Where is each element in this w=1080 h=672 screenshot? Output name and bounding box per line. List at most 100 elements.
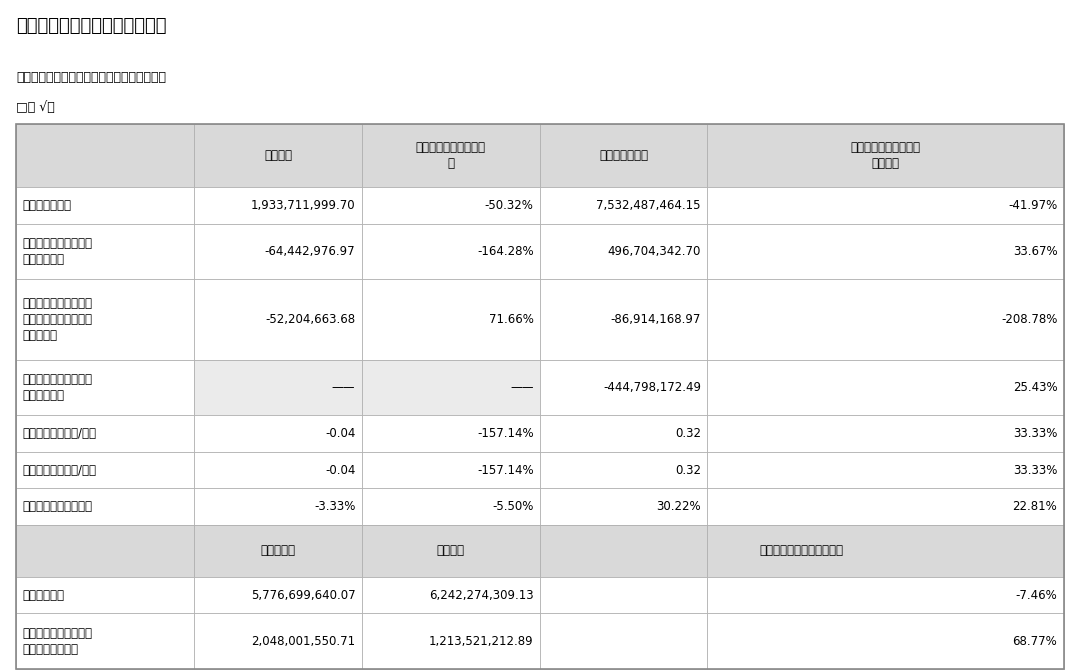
Text: 总资产（元）: 总资产（元） bbox=[23, 589, 65, 601]
Bar bbox=[540, 187, 707, 224]
Bar bbox=[362, 577, 540, 614]
Bar bbox=[194, 577, 362, 614]
Text: -0.04: -0.04 bbox=[325, 464, 355, 476]
Bar bbox=[194, 187, 362, 224]
Bar bbox=[707, 489, 1064, 526]
Text: 2,048,001,550.71: 2,048,001,550.71 bbox=[252, 634, 355, 648]
Text: -86,914,168.97: -86,914,168.97 bbox=[610, 312, 701, 326]
Bar bbox=[540, 614, 707, 669]
Text: 年初至报告期末: 年初至报告期末 bbox=[599, 149, 648, 162]
Text: 年初至报告期末比上年
同期增减: 年初至报告期末比上年 同期增减 bbox=[851, 141, 920, 170]
Text: 33.33%: 33.33% bbox=[1013, 427, 1057, 439]
Text: 稀释每股收益（元/股）: 稀释每股收益（元/股） bbox=[23, 464, 97, 476]
Bar bbox=[707, 452, 1064, 489]
Text: -5.50%: -5.50% bbox=[492, 501, 534, 513]
Text: 本报告期末: 本报告期末 bbox=[260, 544, 296, 558]
Bar bbox=[16, 279, 194, 360]
Bar bbox=[16, 489, 194, 526]
Bar bbox=[707, 124, 1064, 187]
Bar bbox=[16, 187, 194, 224]
Bar bbox=[707, 614, 1064, 669]
Text: 71.66%: 71.66% bbox=[488, 312, 534, 326]
Bar bbox=[16, 360, 194, 415]
Text: -157.14%: -157.14% bbox=[477, 427, 534, 439]
Bar bbox=[362, 360, 540, 415]
Bar bbox=[540, 360, 707, 415]
Text: 本报告期: 本报告期 bbox=[265, 149, 292, 162]
Text: 0.32: 0.32 bbox=[675, 464, 701, 476]
Text: 22.81%: 22.81% bbox=[1013, 501, 1057, 513]
Bar bbox=[362, 415, 540, 452]
Text: 7,532,487,464.15: 7,532,487,464.15 bbox=[596, 199, 701, 212]
Text: □是 √否: □是 √否 bbox=[16, 101, 55, 114]
Bar bbox=[194, 526, 362, 577]
Bar bbox=[707, 526, 1064, 577]
Text: 本报告期比上年同期增
减: 本报告期比上年同期增 减 bbox=[416, 141, 486, 170]
Bar bbox=[707, 577, 1064, 614]
Bar bbox=[362, 614, 540, 669]
Bar bbox=[16, 415, 194, 452]
Bar bbox=[362, 489, 540, 526]
Bar bbox=[540, 489, 707, 526]
Text: 1,213,521,212.89: 1,213,521,212.89 bbox=[429, 634, 534, 648]
Text: 本报告期末比上年度末增减: 本报告期末比上年度末增减 bbox=[760, 544, 843, 558]
Bar bbox=[362, 526, 540, 577]
Bar bbox=[540, 526, 707, 577]
Text: 归属于上市公司股东的
净利润（元）: 归属于上市公司股东的 净利润（元） bbox=[23, 237, 93, 265]
Text: 1,933,711,999.70: 1,933,711,999.70 bbox=[251, 199, 355, 212]
Text: 496,704,342.70: 496,704,342.70 bbox=[608, 245, 701, 257]
Text: -444,798,172.49: -444,798,172.49 bbox=[603, 381, 701, 394]
Text: -208.78%: -208.78% bbox=[1001, 312, 1057, 326]
Bar bbox=[540, 279, 707, 360]
Text: 30.22%: 30.22% bbox=[657, 501, 701, 513]
Bar bbox=[16, 526, 194, 577]
Text: -64,442,976.97: -64,442,976.97 bbox=[265, 245, 355, 257]
Bar bbox=[540, 124, 707, 187]
Text: 5,776,699,640.07: 5,776,699,640.07 bbox=[251, 589, 355, 601]
Bar bbox=[16, 577, 194, 614]
Text: ——: —— bbox=[332, 381, 355, 394]
Bar bbox=[16, 614, 194, 669]
Bar bbox=[362, 452, 540, 489]
Bar bbox=[362, 279, 540, 360]
Text: 基本每股收益（元/股）: 基本每股收益（元/股） bbox=[23, 427, 97, 439]
Bar bbox=[194, 360, 362, 415]
Text: -164.28%: -164.28% bbox=[477, 245, 534, 257]
Bar bbox=[362, 187, 540, 224]
Text: 上年度末: 上年度末 bbox=[437, 544, 464, 558]
Text: 33.33%: 33.33% bbox=[1013, 464, 1057, 476]
Text: -41.97%: -41.97% bbox=[1008, 199, 1057, 212]
Bar bbox=[194, 452, 362, 489]
Text: -3.33%: -3.33% bbox=[314, 501, 355, 513]
Bar bbox=[194, 124, 362, 187]
Bar bbox=[16, 124, 194, 187]
Bar bbox=[707, 360, 1064, 415]
Bar bbox=[362, 224, 540, 279]
Bar bbox=[16, 224, 194, 279]
Bar bbox=[540, 577, 707, 614]
Bar bbox=[194, 279, 362, 360]
Bar bbox=[194, 614, 362, 669]
Bar bbox=[194, 489, 362, 526]
Text: -52,204,663.68: -52,204,663.68 bbox=[266, 312, 355, 326]
Text: -7.46%: -7.46% bbox=[1015, 589, 1057, 601]
Text: 营业收入（元）: 营业收入（元） bbox=[23, 199, 71, 212]
Text: 6,242,274,309.13: 6,242,274,309.13 bbox=[429, 589, 534, 601]
Bar bbox=[16, 452, 194, 489]
Bar bbox=[707, 279, 1064, 360]
Text: -50.32%: -50.32% bbox=[485, 199, 534, 212]
Text: 25.43%: 25.43% bbox=[1013, 381, 1057, 394]
Bar bbox=[362, 124, 540, 187]
Text: （一）主要会计数据和财务指标: （一）主要会计数据和财务指标 bbox=[16, 17, 166, 35]
Bar bbox=[194, 224, 362, 279]
Text: 归属于上市公司股东的
扣除非经常性损益的净
利润（元）: 归属于上市公司股东的 扣除非经常性损益的净 利润（元） bbox=[23, 297, 93, 342]
Bar bbox=[707, 415, 1064, 452]
Text: -157.14%: -157.14% bbox=[477, 464, 534, 476]
Bar bbox=[540, 415, 707, 452]
Text: ——: —— bbox=[510, 381, 534, 394]
Bar bbox=[540, 452, 707, 489]
Bar bbox=[540, 224, 707, 279]
Text: 公司是否需追溯调整或重述以前年度会计数据: 公司是否需追溯调整或重述以前年度会计数据 bbox=[16, 71, 166, 83]
Bar bbox=[194, 415, 362, 452]
Text: 加权平均净资产收益率: 加权平均净资产收益率 bbox=[23, 501, 93, 513]
